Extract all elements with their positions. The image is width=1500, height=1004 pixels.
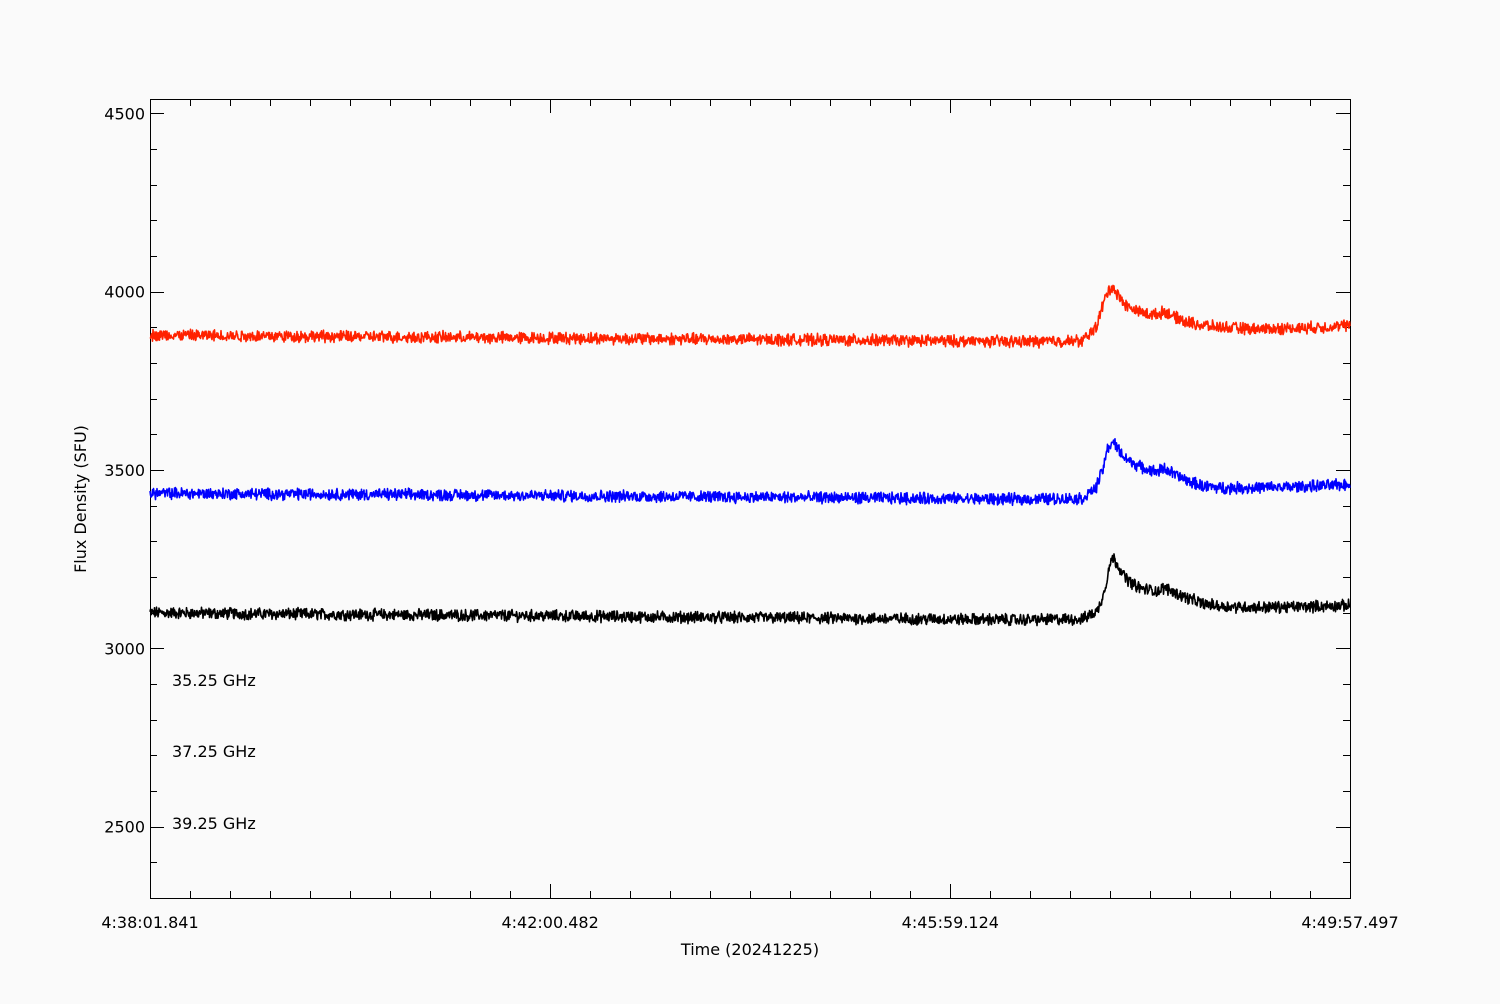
x-tick-label: 4:38:01.841 [101, 913, 198, 932]
axis-labels: 2500 3000 3500 4000 4500 4:38:01.841 4:42:00.4… [101, 104, 1398, 932]
legend-entry: 37.25 GHz [172, 742, 256, 761]
x-axis-label: Time (20241225) [680, 940, 819, 959]
series-line-0 [149, 553, 1351, 627]
y-tick-label: 4000 [104, 283, 145, 302]
legend-entry: 39.25 GHz [172, 814, 256, 833]
y-tick-label: 2500 [104, 818, 145, 837]
x-tick-label: 4:42:00.482 [501, 913, 598, 932]
series-line-1 [149, 438, 1351, 507]
y-tick-label: 3000 [104, 639, 145, 658]
axis-ticks [150, 99, 1351, 898]
x-tick-label: 4:45:59.124 [902, 913, 999, 932]
y-tick-label: 3500 [104, 461, 145, 480]
legend-entry: 35.25 GHz [172, 671, 256, 690]
series-lines [149, 284, 1351, 627]
series-line-2 [149, 284, 1351, 349]
y-axis-label: Flux Density (SFU) [71, 425, 90, 573]
legend: 35.25 GHz 37.25 GHz 39.25 GHz [172, 671, 256, 833]
y-tick-label: 4500 [104, 104, 145, 123]
x-tick-label: 4:49:57.497 [1301, 913, 1398, 932]
